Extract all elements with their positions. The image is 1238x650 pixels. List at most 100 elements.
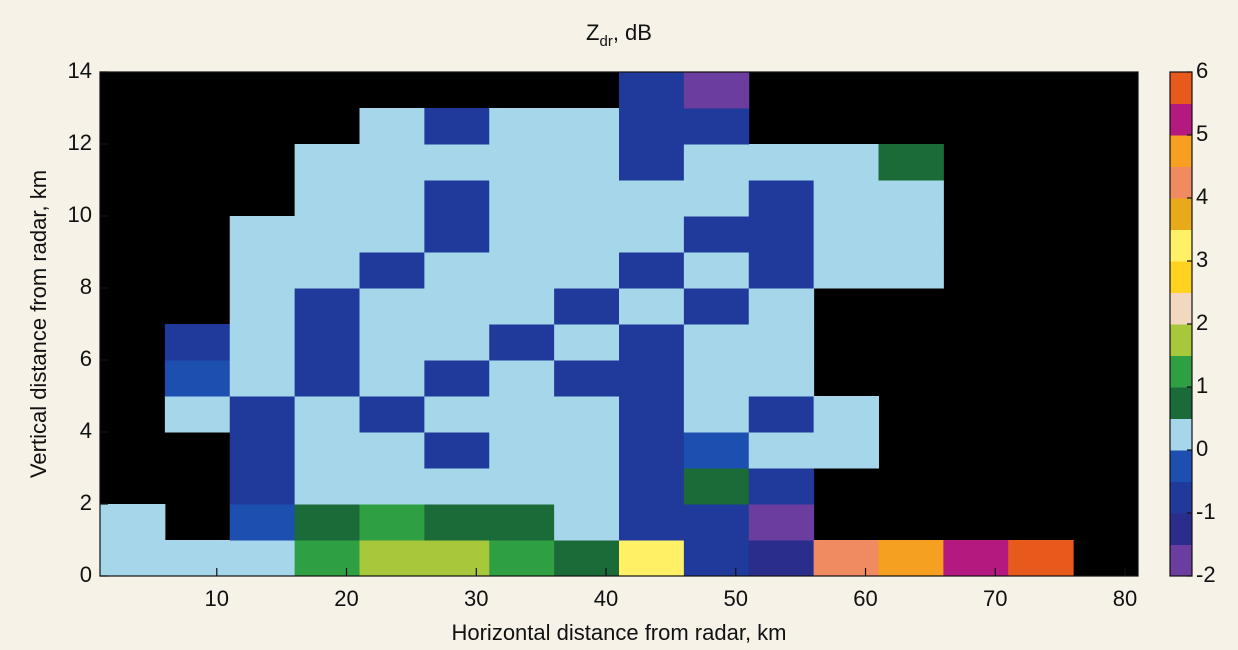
heatmap-cell bbox=[619, 180, 685, 217]
heatmap-cell bbox=[294, 468, 360, 505]
heatmap-cell bbox=[424, 396, 490, 433]
heatmap-cell bbox=[683, 432, 750, 469]
heatmap-cell bbox=[424, 468, 490, 505]
x-axis-label: Horizontal distance from radar, km bbox=[451, 620, 786, 645]
heatmap-cell bbox=[554, 108, 620, 145]
heatmap-cell bbox=[748, 432, 815, 469]
colorbar-band bbox=[1170, 198, 1192, 230]
heatmap-cell bbox=[813, 180, 879, 217]
colorbar-tick-label: 3 bbox=[1196, 247, 1208, 272]
heatmap-cell bbox=[424, 108, 490, 145]
heatmap-cell bbox=[813, 252, 879, 289]
colorbar-tick-label: -1 bbox=[1196, 499, 1216, 524]
heatmap-cell bbox=[424, 216, 490, 253]
heatmap-cell bbox=[489, 504, 555, 541]
heatmap-cell bbox=[489, 180, 555, 217]
colorbar-band bbox=[1170, 513, 1192, 545]
x-tick-label: 50 bbox=[724, 586, 748, 611]
heatmap-cell bbox=[683, 288, 750, 325]
heatmap-cell bbox=[359, 144, 425, 181]
colorbar-tick-label: -2 bbox=[1196, 562, 1216, 587]
heatmap-cell bbox=[554, 396, 620, 433]
heatmap-cell bbox=[100, 504, 166, 541]
heatmap-cell bbox=[359, 216, 425, 253]
title-main: Z bbox=[586, 20, 599, 45]
heatmap-cell bbox=[748, 144, 815, 181]
heatmap-cell bbox=[489, 396, 555, 433]
heatmap-cell bbox=[229, 468, 296, 505]
heatmap-cell bbox=[683, 504, 750, 541]
heatmap-cell bbox=[554, 468, 620, 505]
chart-title: Zdr, dB bbox=[586, 20, 652, 50]
title-suffix: , dB bbox=[613, 20, 652, 45]
heatmap-cell bbox=[748, 540, 815, 577]
heatmap-cell bbox=[554, 144, 620, 181]
heatmap-cell bbox=[554, 180, 620, 217]
heatmap-cell bbox=[489, 468, 555, 505]
colorbar-tick-label: 4 bbox=[1196, 184, 1208, 209]
heatmap-cell bbox=[489, 144, 555, 181]
heatmap-cell bbox=[554, 540, 620, 577]
heatmap-cell bbox=[359, 108, 425, 145]
y-tick-label: 10 bbox=[68, 202, 92, 227]
y-tick-label: 14 bbox=[68, 58, 92, 83]
title-subscript: dr bbox=[599, 33, 612, 50]
colorbar-band bbox=[1170, 387, 1192, 419]
heatmap-cell bbox=[554, 252, 620, 289]
heatmap-cell bbox=[424, 540, 490, 577]
heatmap-cell bbox=[294, 180, 360, 217]
heatmap-cell bbox=[229, 324, 296, 361]
x-tick-label: 40 bbox=[594, 586, 618, 611]
heatmap-cell bbox=[424, 432, 490, 469]
heatmap-cell bbox=[554, 504, 620, 541]
y-tick-label: 6 bbox=[80, 346, 92, 371]
heatmap-cell bbox=[878, 252, 944, 289]
y-tick-label: 2 bbox=[80, 490, 92, 515]
heatmap-cell bbox=[878, 540, 944, 577]
heatmap-cell bbox=[878, 216, 944, 253]
heatmap-cell bbox=[878, 180, 944, 217]
heatmap-cell bbox=[619, 540, 685, 577]
heatmap-cell bbox=[813, 144, 879, 181]
heatmap-cell bbox=[683, 72, 750, 109]
heatmap-cell bbox=[489, 216, 555, 253]
heatmap-cell bbox=[359, 360, 425, 397]
heatmap-cell bbox=[748, 324, 815, 361]
heatmap-cell bbox=[359, 540, 425, 577]
heatmap-cell bbox=[748, 288, 815, 325]
heatmap-cell bbox=[294, 504, 360, 541]
heatmap-cell bbox=[294, 216, 360, 253]
heatmap-cell bbox=[294, 324, 360, 361]
heatmap-cell bbox=[424, 252, 490, 289]
heatmap-cell bbox=[619, 504, 685, 541]
heatmap-cell bbox=[1008, 540, 1074, 577]
heatmap-cell bbox=[619, 396, 685, 433]
heatmap-cell bbox=[359, 252, 425, 289]
heatmap-cell bbox=[748, 180, 815, 217]
heatmap-cell bbox=[294, 432, 360, 469]
heatmap-cell bbox=[683, 468, 750, 505]
x-tick-label: 30 bbox=[464, 586, 488, 611]
colorbar-band bbox=[1170, 229, 1192, 262]
colorbar-tick-label: 0 bbox=[1196, 436, 1208, 461]
heatmap-cell bbox=[489, 288, 555, 325]
heatmap-cell bbox=[748, 360, 815, 397]
heatmap-cell bbox=[229, 288, 296, 325]
heatmap-cell bbox=[943, 540, 1009, 577]
heatmap-cell bbox=[424, 288, 490, 325]
heatmap-cell bbox=[164, 396, 231, 433]
heatmap-cell bbox=[424, 180, 490, 217]
heatmap-cell bbox=[683, 180, 750, 217]
colorbar-band bbox=[1170, 166, 1192, 199]
heatmap-cell bbox=[813, 540, 879, 577]
heatmap-cell bbox=[619, 216, 685, 253]
heatmap-cell bbox=[619, 72, 685, 109]
colorbar-tick-label: 2 bbox=[1196, 310, 1208, 335]
heatmap-cell bbox=[359, 396, 425, 433]
heatmap-cell bbox=[619, 324, 685, 361]
heatmap-cell bbox=[359, 468, 425, 505]
heatmap-cell bbox=[424, 144, 490, 181]
heatmap-cell bbox=[748, 216, 815, 253]
colorbar-band bbox=[1170, 135, 1192, 167]
